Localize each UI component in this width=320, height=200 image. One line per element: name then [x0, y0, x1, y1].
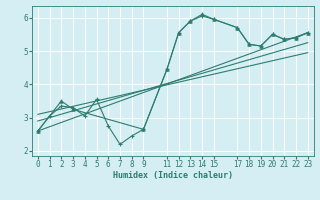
- X-axis label: Humidex (Indice chaleur): Humidex (Indice chaleur): [113, 171, 233, 180]
